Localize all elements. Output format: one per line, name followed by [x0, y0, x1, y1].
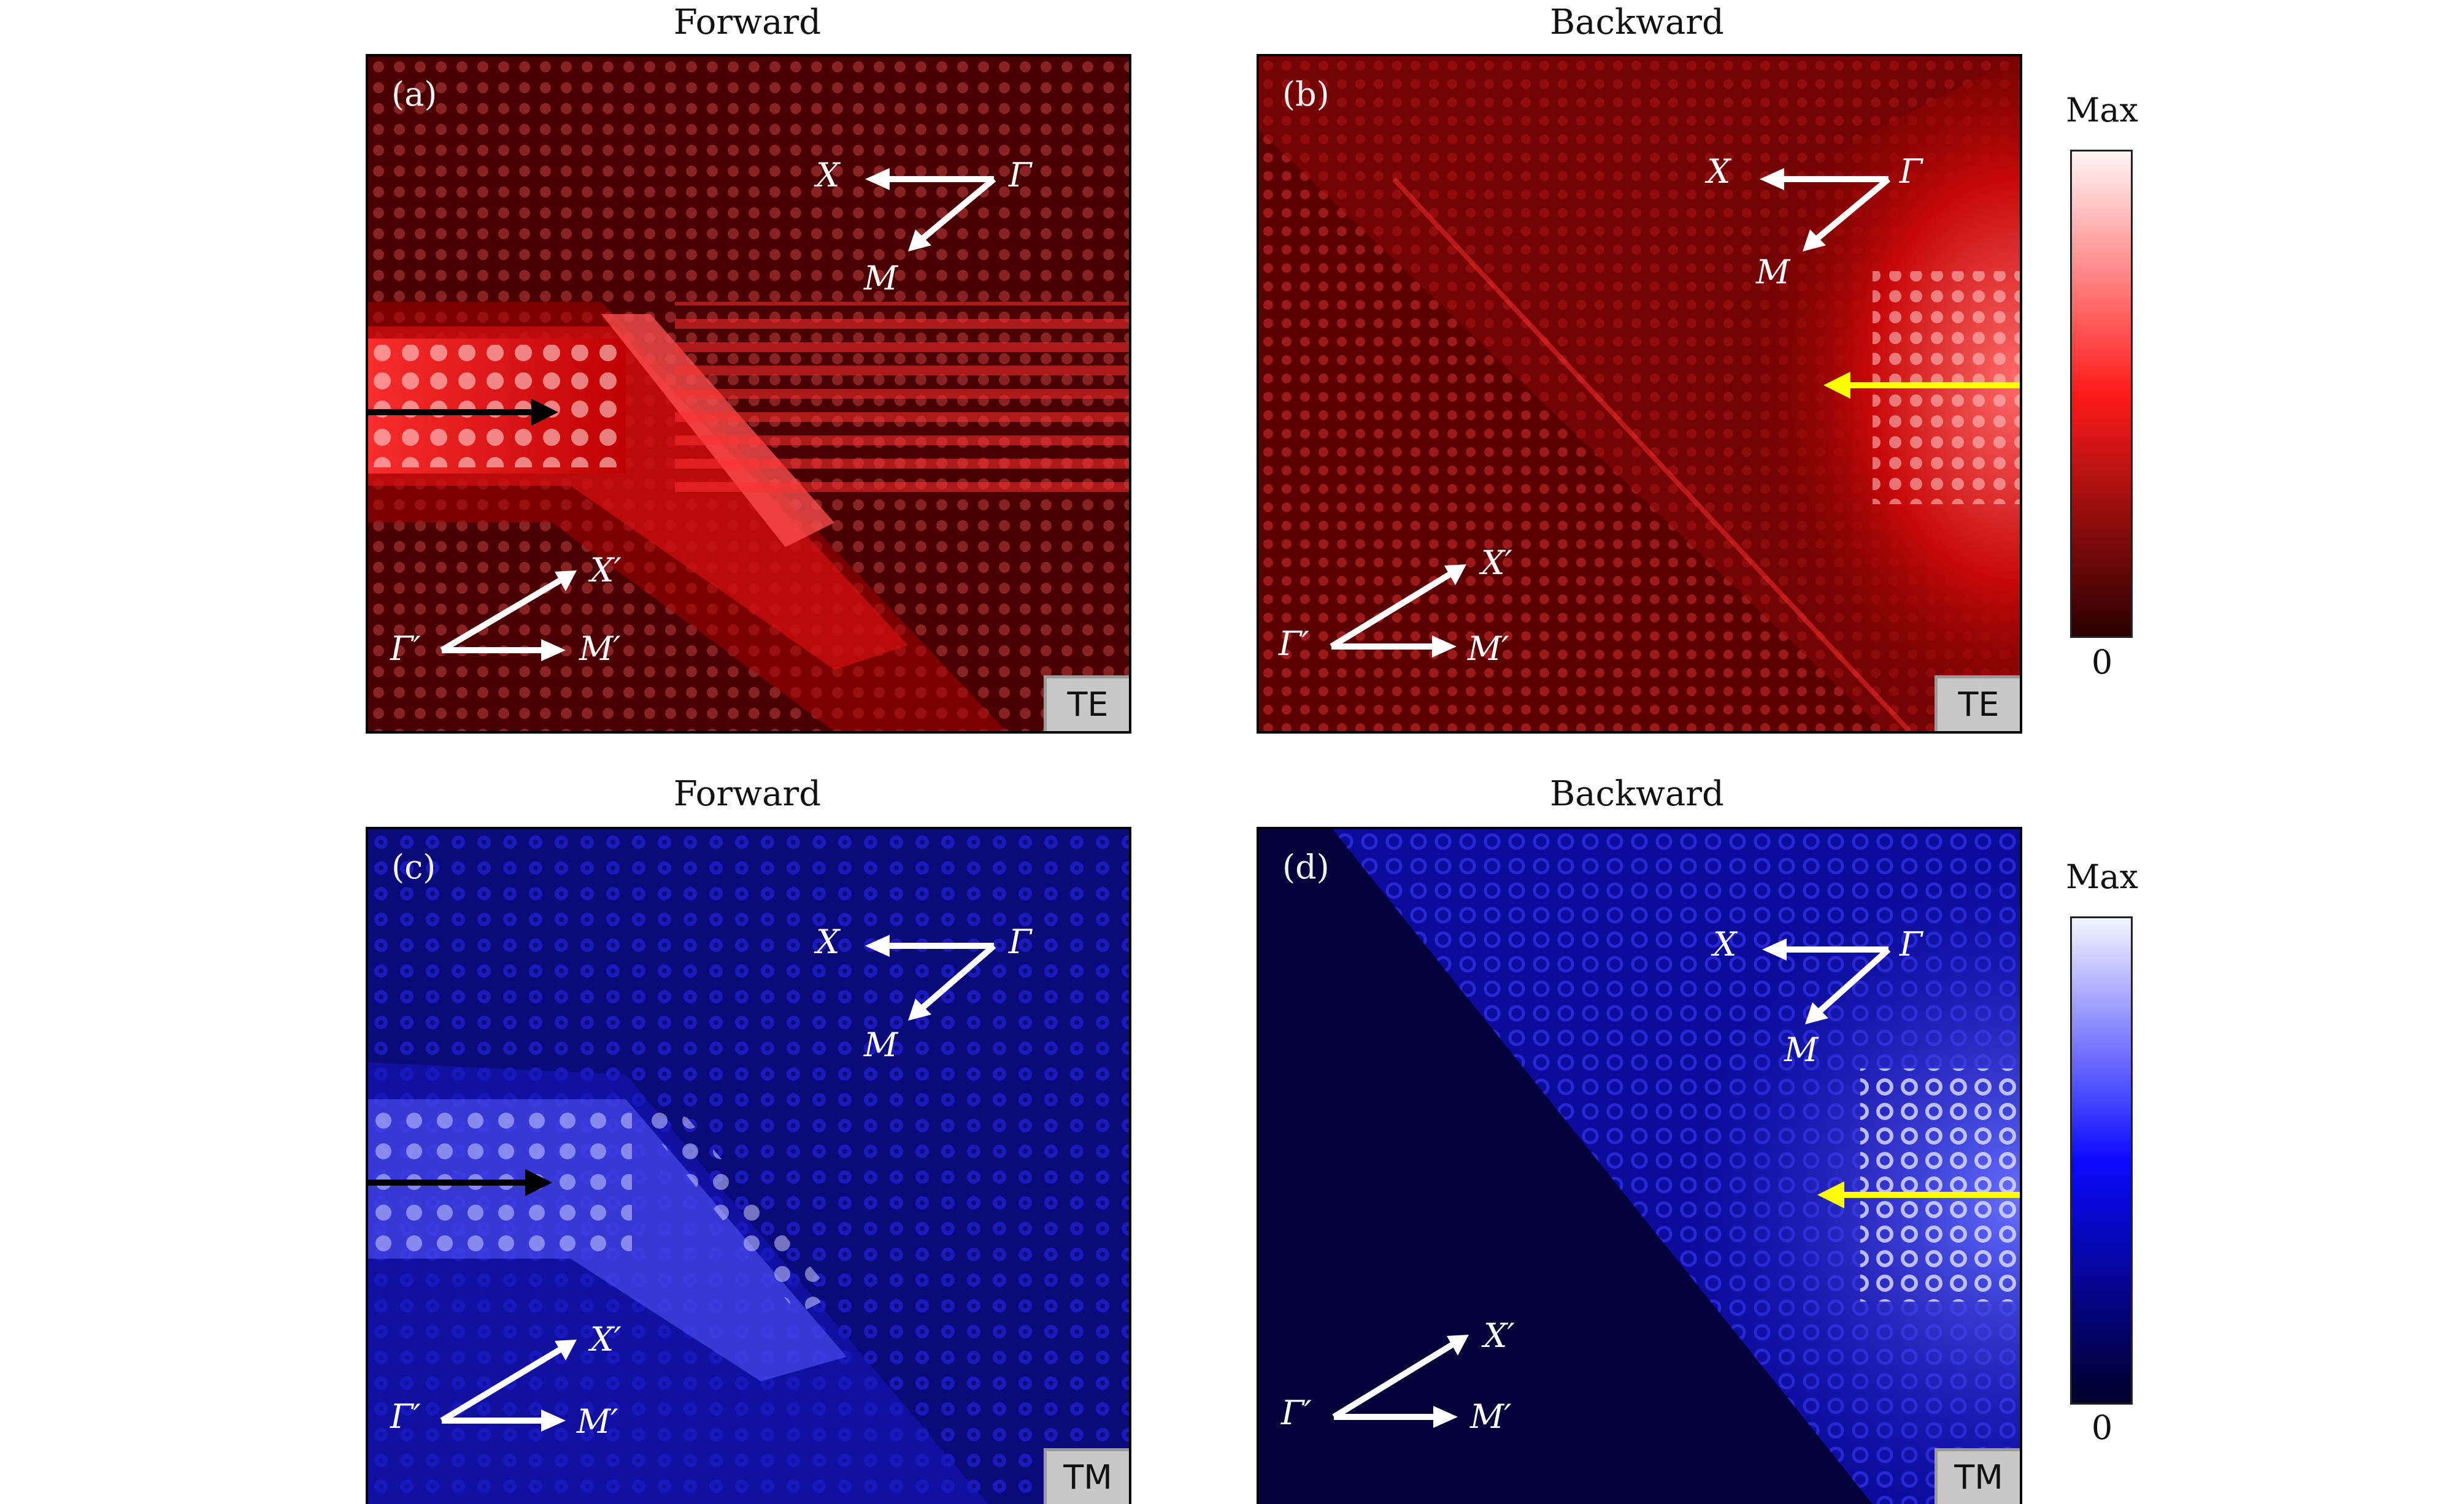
symbol-gamma-prime-d: Γ′ [1281, 1394, 1312, 1432]
title-backward-bottom: Backward [1550, 774, 1724, 814]
symbol-x-a: X [816, 156, 840, 194]
symbol-x-prime-b: X′ [1481, 543, 1512, 582]
title-forward-top: Forward [673, 2, 822, 42]
title-forward-bottom: Forward [673, 774, 822, 814]
symbol-m-b: M [1756, 253, 1790, 291]
symbol-x-b: X [1707, 152, 1731, 191]
symbol-m-prime-b: M′ [1468, 629, 1509, 668]
symbol-x-prime-d: X′ [1484, 1316, 1515, 1355]
backward-arrow-b [1823, 372, 2020, 399]
symbol-x-prime-c: X′ [590, 1320, 622, 1359]
symbol-m-prime-d: M′ [1470, 1397, 1512, 1436]
panel-label-c: (c) [391, 848, 436, 886]
colorbar-tm-max-label: Max [2066, 858, 2138, 896]
mode-badge-a: TE [1044, 675, 1129, 731]
symbol-gamma-c: Γ [1009, 923, 1032, 961]
panel-label-d: (d) [1282, 848, 1330, 886]
panel-b-backward-te: (b) TE X Γ M Γ′ X′ M′ [1257, 54, 2022, 734]
colorbar-te [2070, 150, 2133, 638]
forward-arrow-c [368, 1169, 552, 1196]
colorbar-te-max-label: Max [2066, 91, 2138, 129]
symbol-x-d: X [1713, 925, 1737, 964]
field-map-b [1259, 56, 2020, 731]
field-map-a [368, 56, 1129, 731]
symbol-gamma-a: Γ [1009, 156, 1032, 194]
symbol-x-prime-a: X′ [590, 551, 622, 589]
field-map-d [1259, 829, 2020, 1504]
symbol-gamma-b: Γ [1900, 152, 1923, 191]
symbol-m-prime-a: M′ [579, 629, 621, 668]
symbol-m-prime-c: M′ [577, 1402, 618, 1441]
direction-arrows-b [1330, 168, 2020, 658]
symbol-gamma-prime-b: Γ′ [1279, 624, 1309, 663]
panel-d-backward-tm: (d) TM X Γ M Γ′ X′ M′ [1257, 827, 2022, 1504]
mode-badge-b: TE [1935, 675, 2020, 731]
symbol-x-c: X [816, 923, 840, 961]
symbol-m-c: M [864, 1026, 898, 1064]
direction-arrows-c [368, 935, 996, 1432]
colorbar-tm-min-label: 0 [2091, 1408, 2113, 1447]
panel-label-a: (a) [391, 75, 437, 113]
symbol-m-d: M [1784, 1030, 1819, 1069]
colorbar-tm-gradient [2072, 918, 2131, 1403]
panel-a-forward-te: (a) TE X Γ M Γ′ X′ M′ [366, 54, 1131, 734]
panel-c-forward-tm: (c) TM X Γ M Γ′ X′ M′ [366, 827, 1131, 1504]
direction-arrows-a [368, 168, 996, 661]
colorbar-te-gradient [2072, 152, 2131, 636]
symbol-gamma-prime-c: Γ′ [390, 1397, 421, 1436]
backward-arrow-d [1817, 1181, 2020, 1208]
symbol-m-a: M [864, 259, 898, 297]
forward-arrow-a [368, 399, 558, 426]
panel-label-b: (b) [1282, 75, 1330, 113]
symbol-gamma-prime-a: Γ′ [390, 629, 421, 668]
direction-arrows-d [1332, 938, 2020, 1428]
colorbar-te-min-label: 0 [2091, 643, 2113, 681]
symbol-gamma-d: Γ [1900, 925, 1923, 964]
colorbar-tm [2070, 916, 2133, 1405]
title-backward-top: Backward [1550, 2, 1724, 42]
